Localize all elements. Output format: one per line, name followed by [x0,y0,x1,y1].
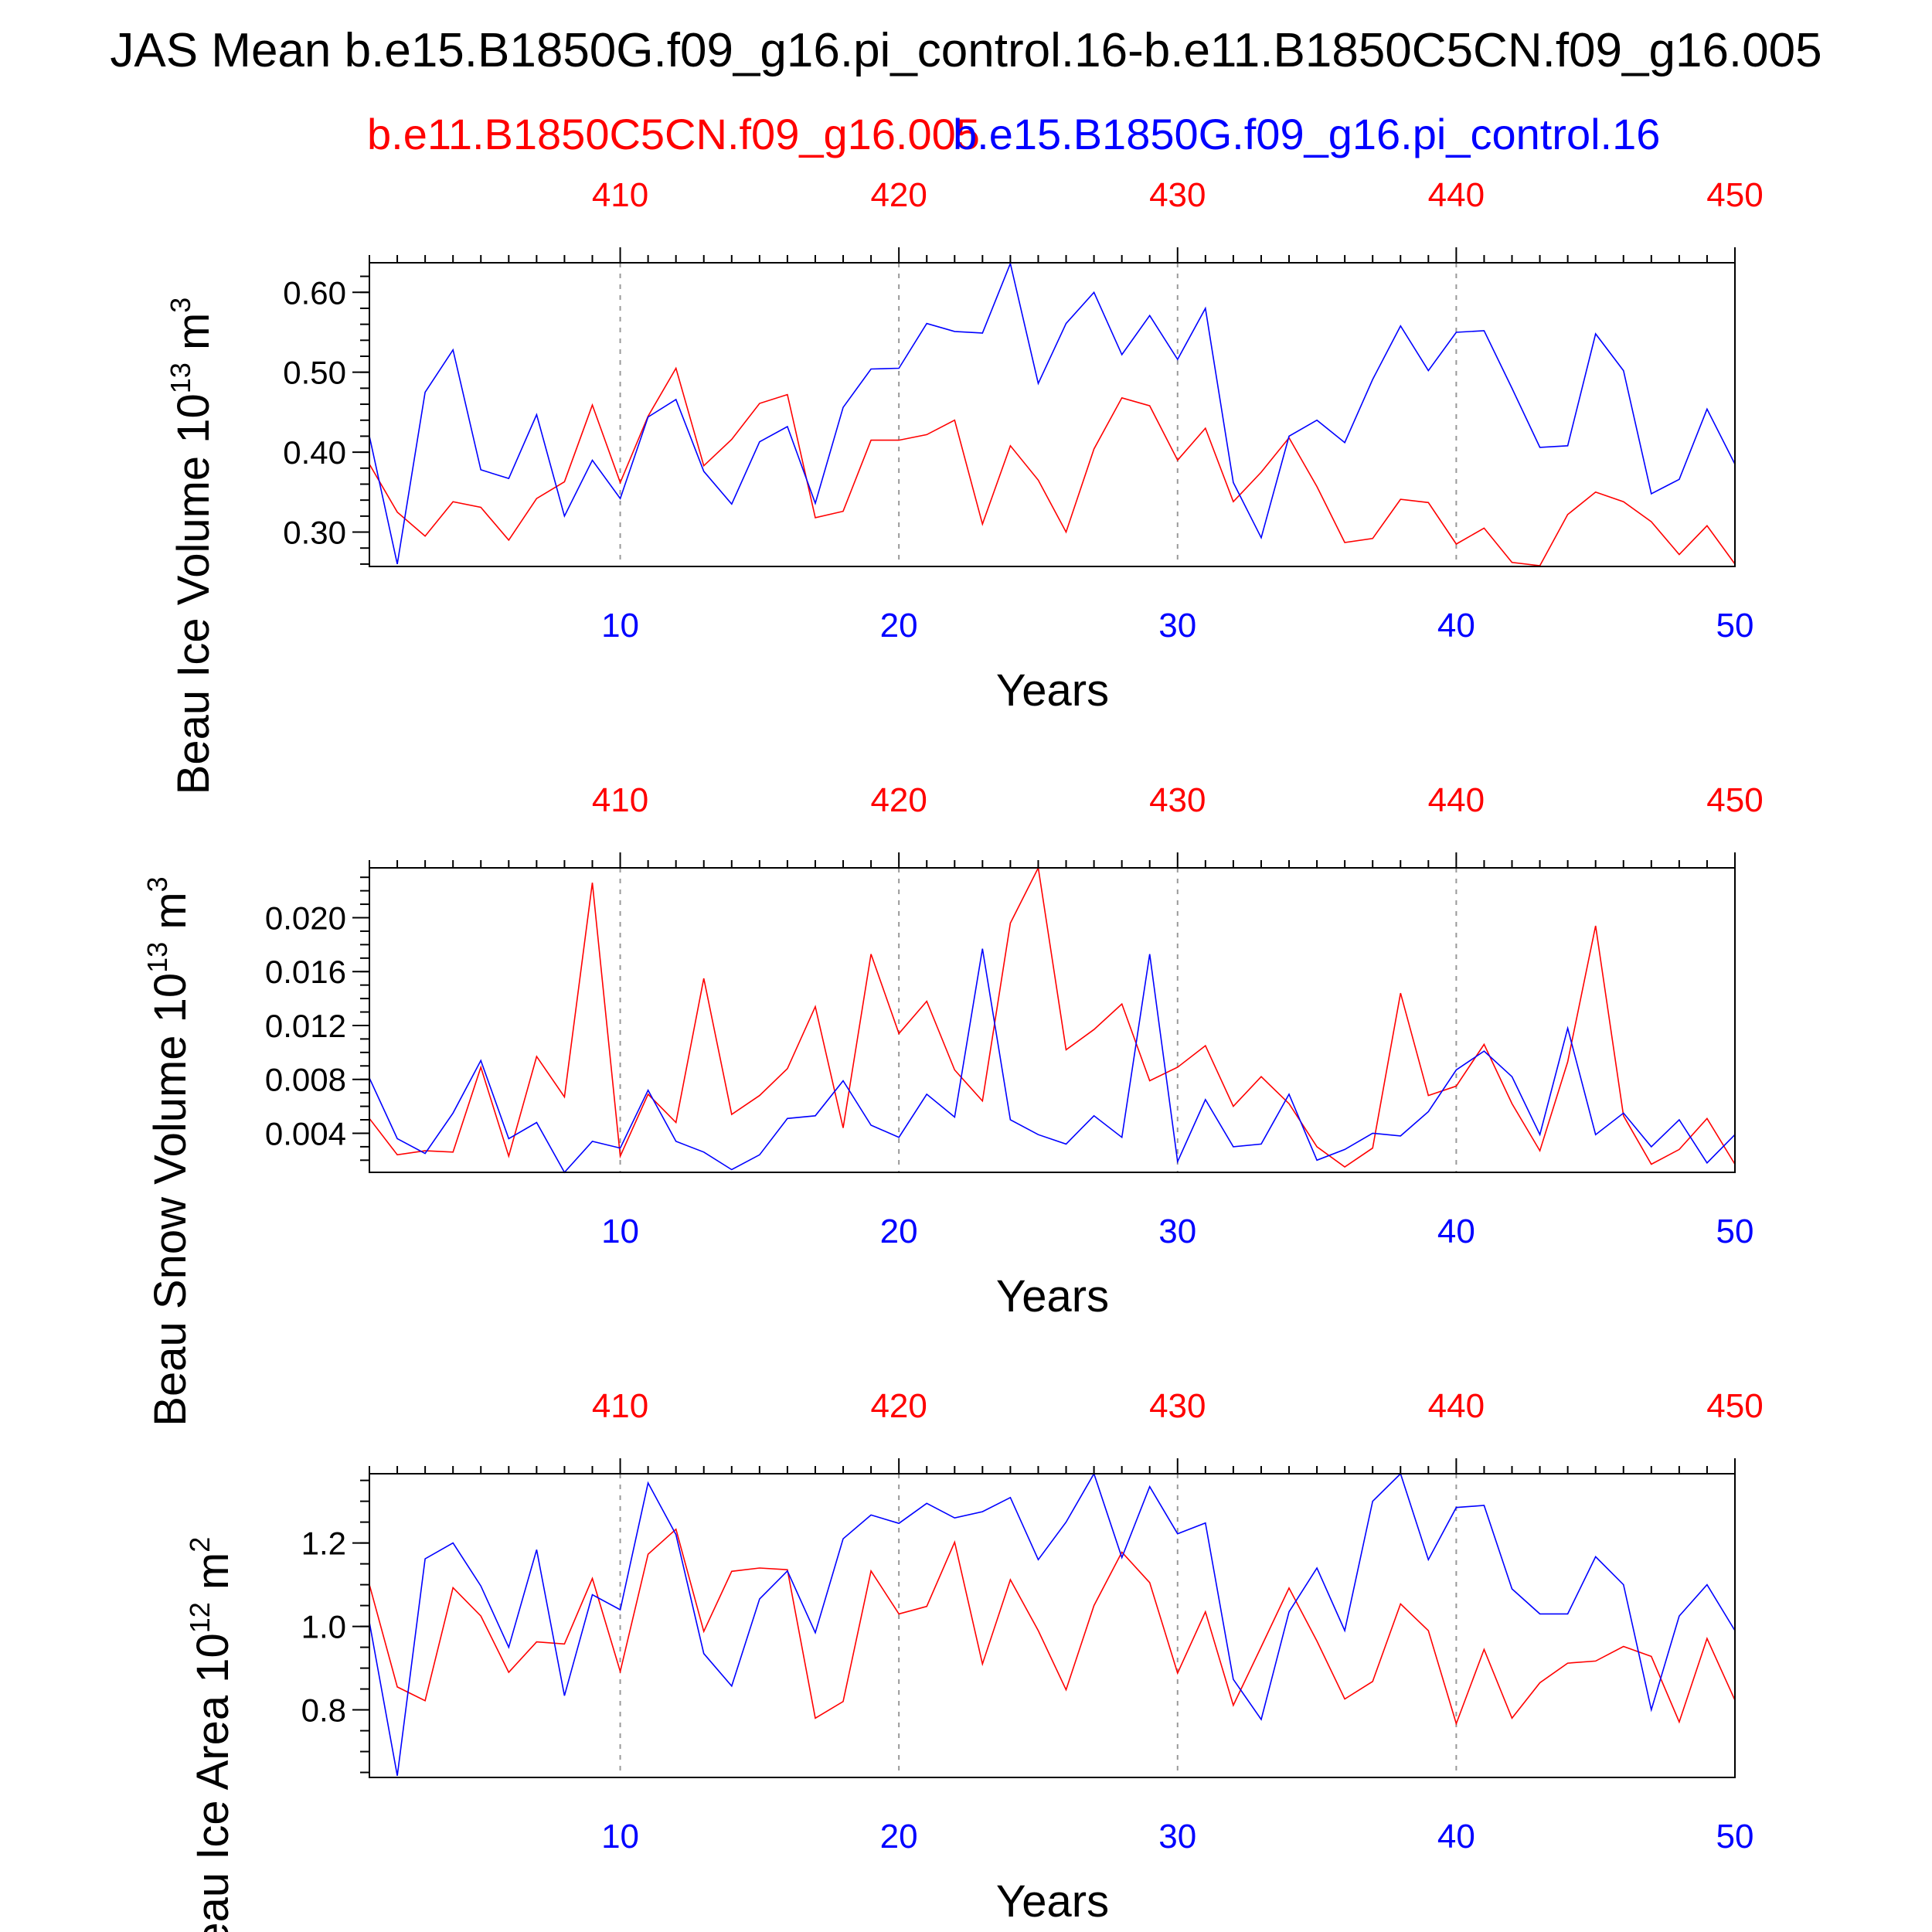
y-tick-label: 0.40 [283,434,346,471]
y-axis-title-main: Beau Ice Area 10 [188,1633,238,1932]
y-axis-title-unit-exponent: 3 [165,298,196,313]
y-axis-title-main: Beau Ice Volume 10 [168,393,219,794]
series-line-blue [369,1472,1736,1776]
y-axis-title-unit: m [168,313,219,362]
x2-tick-label: 420 [870,176,927,214]
x-tick-label: 20 [880,1213,918,1250]
x-tick-label: 50 [1716,1213,1754,1250]
panels: 10 20 30 40 50 410 420 430 440 450 Years 0.30 0.40 0.… [141,176,1764,1932]
x-tick-label: 20 [880,1818,918,1855]
x-tick-label: 40 [1437,1213,1475,1250]
x-tick-label: 10 [601,1213,639,1250]
y-tick-label: 0.30 [283,515,346,551]
y-tick-label: 1.0 [301,1609,346,1645]
x2-tick-label: 420 [870,781,927,819]
series-line-blue [369,261,1736,565]
x2-tick-label: 410 [592,1387,648,1425]
y-axis-title-unit: m [145,892,196,941]
x-tick-label: 30 [1158,1818,1196,1855]
x2-tick-label: 430 [1149,176,1206,214]
x-tick-label: 40 [1437,1818,1475,1855]
panel-1: 10 20 30 40 50 410 420 430 440 450 Years 0.30 0.40 0.… [165,176,1764,794]
y-axis-title-main: Beau Snow Volume 10 [145,973,196,1427]
x-axis-title: Years [996,1271,1109,1321]
y-tick-label: 0.004 [265,1115,346,1151]
panel-2: 10 20 30 40 50 410 420 430 440 450 Years 0.004 0.008… [141,781,1764,1427]
figure-title: JAS Mean b.e15.B1850G.f09_g16.pi_control… [110,24,1821,77]
plot-frame [369,1473,1736,1778]
legend-red-label: b.e11.B1850C5CN.f09_g16.005 [367,110,980,158]
series-line-red [369,1528,1736,1726]
x-tick-label: 50 [1716,607,1754,645]
x2-tick-label: 450 [1706,176,1763,214]
y-axis-title-unit: m [188,1553,238,1602]
y-axis-title-unit-exponent: 2 [184,1537,216,1553]
y-axis-title: Beau Ice Volume 1013 m3 [165,298,219,795]
x-tick-label: 50 [1716,1818,1754,1855]
x2-tick-label: 450 [1706,1387,1763,1425]
x2-tick-label: 410 [592,176,648,214]
legend-blue-label: b.e15.B1850G.f09_g16.pi_control.16 [953,110,1660,158]
y-tick-label: 0.020 [265,900,346,937]
y-tick-label: 0.012 [265,1008,346,1044]
y-tick-label: 0.60 [283,274,346,311]
y-axis-title: Beau Snow Volume 1013 m3 [141,876,196,1426]
panel-3: 10 20 30 40 50 410 420 430 440 450 Years 0.8 1.0 1.2 B… [184,1387,1764,1932]
x-axis-title: Years [996,665,1109,716]
x2-tick-label: 440 [1428,176,1485,214]
x-tick-label: 30 [1158,607,1196,645]
plot-frame [369,262,1736,567]
y-axis-title-exponent: 13 [165,362,196,393]
y-tick-label: 0.008 [265,1062,346,1098]
x2-tick-label: 410 [592,781,648,819]
x2-tick-label: 450 [1706,781,1763,819]
y-axis-title-unit-exponent: 3 [141,876,173,892]
x2-tick-label: 430 [1149,1387,1206,1425]
plot-frame [369,867,1736,1173]
y-axis-title: Beau Ice Area 1012 m2 [184,1537,238,1932]
y-axis-title-exponent: 13 [141,942,173,973]
x2-tick-label: 420 [870,1387,927,1425]
y-tick-label: 0.016 [265,954,346,990]
x2-tick-label: 430 [1149,781,1206,819]
x2-tick-label: 440 [1428,1387,1485,1425]
y-axis-title-exponent: 12 [184,1602,216,1633]
y-tick-label: 0.50 [283,355,346,391]
y-tick-label: 1.2 [301,1526,346,1562]
y-tick-label: 0.8 [301,1692,346,1729]
x-tick-label: 40 [1437,607,1475,645]
series-line-blue [369,948,1736,1174]
series-line-red [369,366,1736,566]
series-line-red [369,866,1736,1168]
x-tick-label: 10 [601,607,639,645]
x-axis-title: Years [996,1876,1109,1927]
x-tick-label: 30 [1158,1213,1196,1250]
x2-tick-label: 440 [1428,781,1485,819]
x-tick-label: 10 [601,1818,639,1855]
x-tick-label: 20 [880,607,918,645]
